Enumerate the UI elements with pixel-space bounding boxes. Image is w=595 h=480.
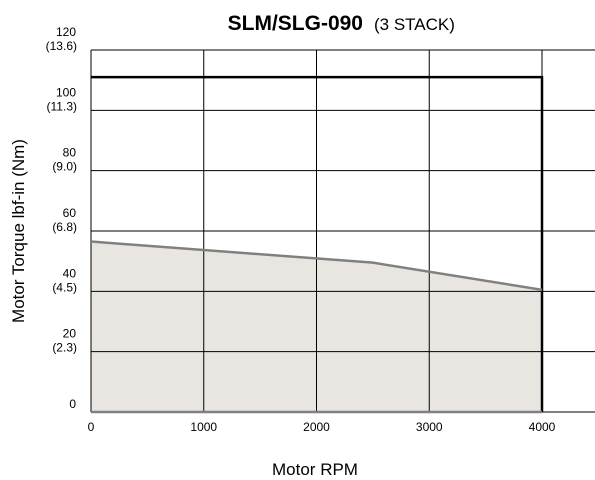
continuous-torque-line [90,240,543,292]
x-tick-label-4000: 4000 [529,420,556,434]
y-tick-sublabel-60: (6.8) [52,220,77,234]
y-tick-label-60: 60 [63,206,77,220]
x-tick-label-2000: 2000 [303,420,330,434]
x-axis-label: Motor RPM [272,460,358,479]
y-tick-label-40: 40 [63,266,77,280]
y-tick-sublabel-40: (4.5) [52,280,77,294]
y-tick-label-0: 0 [69,397,76,411]
y-tick-label-100: 100 [56,85,76,99]
x-tick-label-3000: 3000 [416,420,443,434]
y-tick-sublabel-120: (13.6) [46,39,77,53]
y-tick-sublabel-80: (9.0) [52,160,77,174]
y-tick-label-80: 80 [63,146,77,160]
y-tick-sublabel-100: (11.3) [47,99,77,113]
y-tick-label-120: 120 [56,25,76,39]
y-axis-label: Motor Torque lbf-in (Nm) [9,139,28,323]
chart-subtitle: (3 STACK) [374,15,455,34]
y-tick-sublabel-20: (2.3) [52,341,77,355]
peak-torque-line [91,75,544,412]
x-tick-label-1000: 1000 [190,420,217,434]
x-tick-label-0: 0 [88,420,95,434]
chart-title: SLM/SLG-090 [228,12,363,35]
y-tick-label-20: 20 [63,327,77,341]
